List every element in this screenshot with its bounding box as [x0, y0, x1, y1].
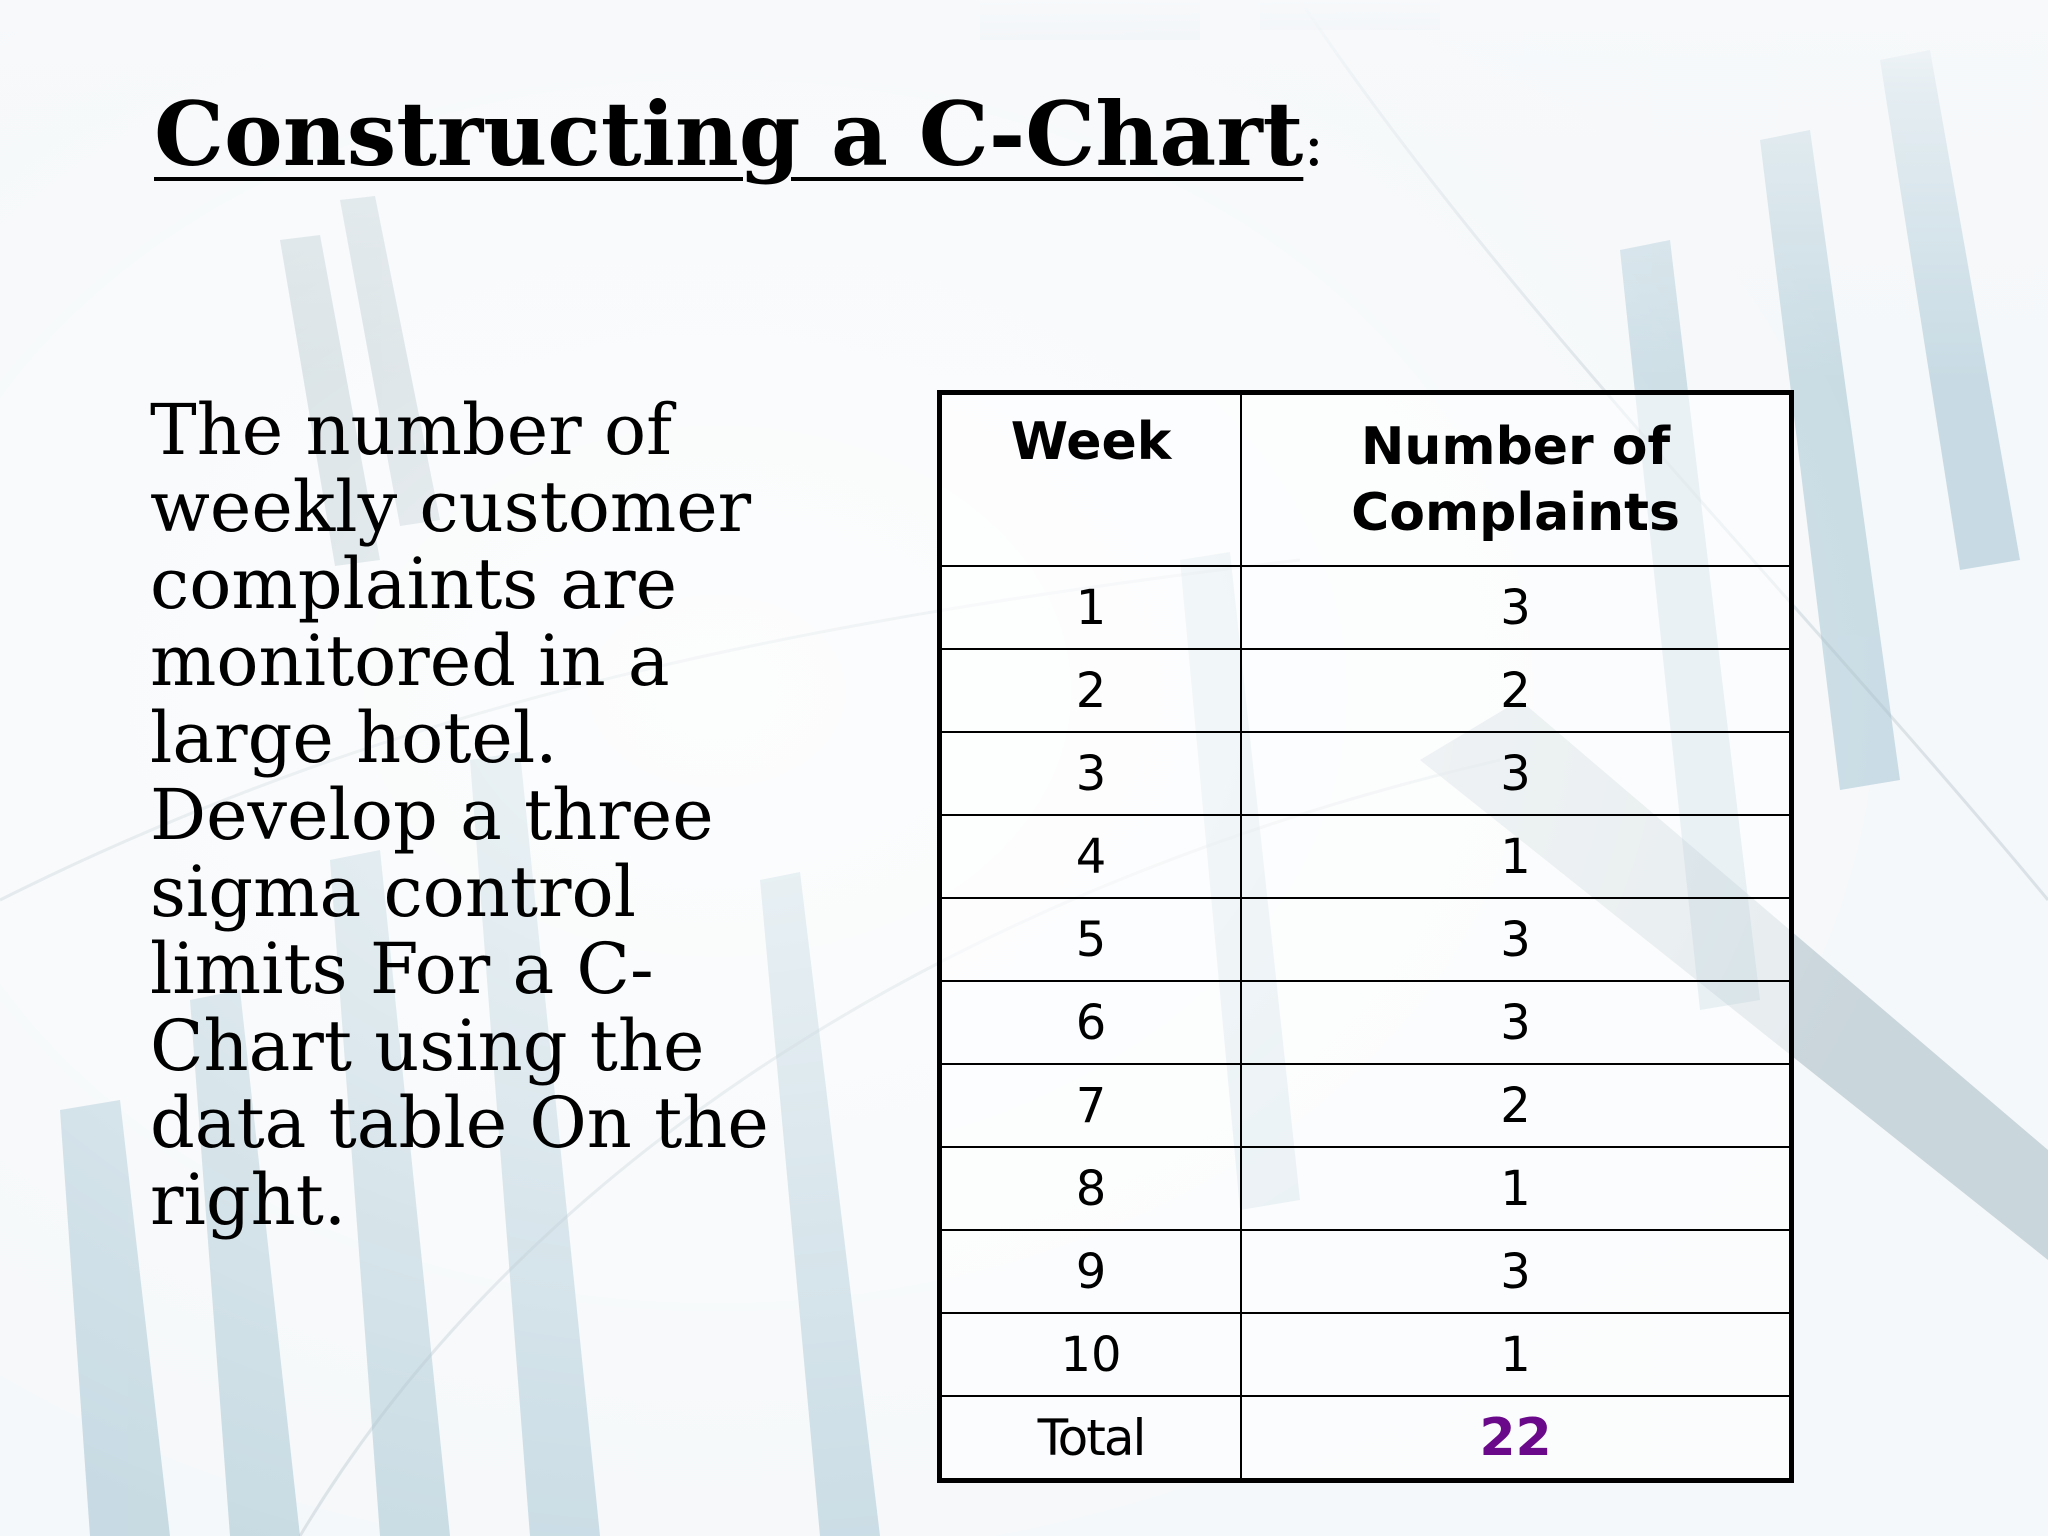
- table-header-row: Week Number of Complaints: [938, 391, 1793, 567]
- week-cell: 7: [938, 1063, 1242, 1148]
- complaints-cell: 2: [1240, 1063, 1793, 1148]
- week-cell: 5: [938, 897, 1242, 982]
- complaints-cell: 3: [1240, 565, 1793, 650]
- total-value: 22: [1240, 1395, 1793, 1482]
- week-cell: 1: [938, 565, 1242, 650]
- week-cell: 8: [938, 1146, 1242, 1231]
- complaints-cell: 3: [1240, 980, 1793, 1065]
- complaints-cell: 3: [1240, 1229, 1793, 1314]
- week-cell: 4: [938, 814, 1242, 899]
- complaints-cell: 3: [1240, 731, 1793, 816]
- slide-title-text: Constructing a C-Chart: [154, 82, 1304, 186]
- total-label: Total: [938, 1395, 1242, 1482]
- week-cell: 3: [938, 731, 1242, 816]
- header-week: Week: [938, 391, 1242, 567]
- week-cell: 6: [938, 980, 1242, 1065]
- complaints-cell: 1: [1240, 1146, 1793, 1231]
- complaints-cell: 2: [1240, 648, 1793, 733]
- table-total-row: Total 22: [938, 1395, 1793, 1482]
- complaints-cell: 3: [1240, 897, 1793, 982]
- week-cell: 2: [938, 648, 1242, 733]
- week-cell: 10: [938, 1312, 1242, 1397]
- table-row: 10 1: [938, 1312, 1793, 1397]
- complaints-cell: 1: [1240, 814, 1793, 899]
- week-cell: 9: [938, 1229, 1242, 1314]
- problem-statement: The number of weekly customer complaints…: [150, 389, 769, 1241]
- header-complaints: Number of Complaints: [1240, 391, 1793, 567]
- slide-title: Constructing a C-Chart:: [154, 88, 1324, 180]
- complaints-cell: 1: [1240, 1312, 1793, 1397]
- slide-title-colon: :: [1303, 107, 1325, 180]
